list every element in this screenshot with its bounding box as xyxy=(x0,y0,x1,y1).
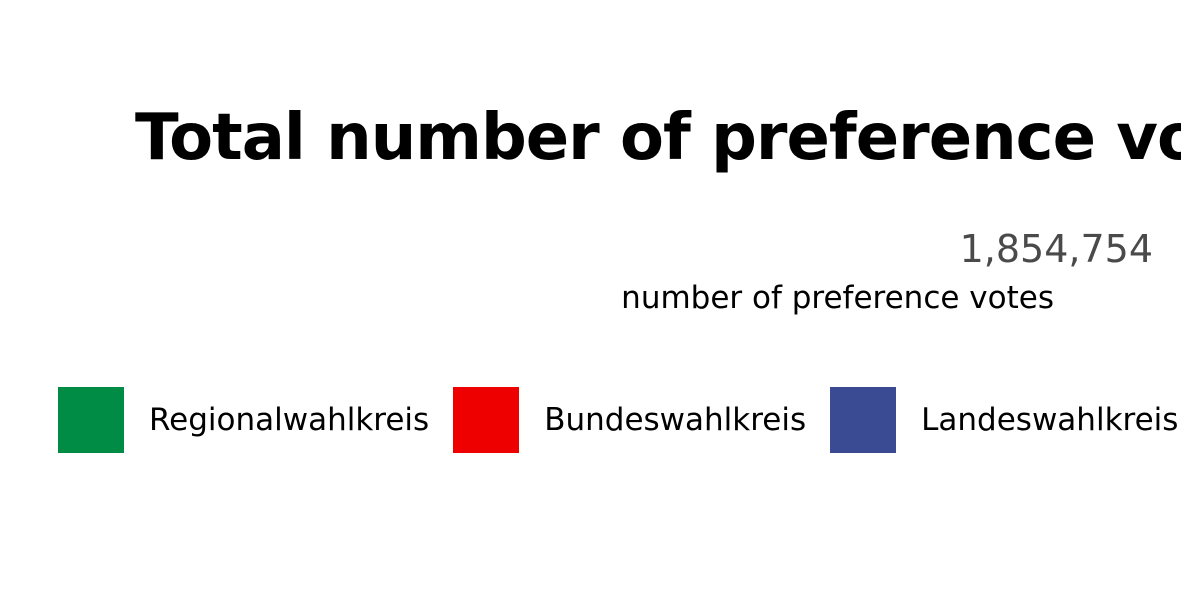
legend-label: Bundeswahlkreis xyxy=(544,402,807,438)
chart-title: Total number of preference votes xyxy=(135,101,1181,175)
legend-label: Regionalwahlkreis xyxy=(149,402,430,438)
legend-item-landeswahlkreis[interactable]: Landeswahlkreis xyxy=(830,387,1178,453)
legend-swatch xyxy=(830,387,897,453)
chart-legend: Regionalwahlkreis Bundeswahlkreis Landes… xyxy=(58,387,1178,453)
total-votes-label: number of preference votes xyxy=(621,280,1054,316)
legend-label: Landeswahlkreis xyxy=(921,402,1179,438)
legend-swatch xyxy=(453,387,520,453)
legend-item-regionalwahlkreis[interactable]: Regionalwahlkreis xyxy=(58,387,429,453)
legend-swatch xyxy=(58,387,124,453)
total-votes-value: 1,854,754 xyxy=(959,227,1153,271)
legend-item-bundeswahlkreis[interactable]: Bundeswahlkreis xyxy=(453,387,806,453)
